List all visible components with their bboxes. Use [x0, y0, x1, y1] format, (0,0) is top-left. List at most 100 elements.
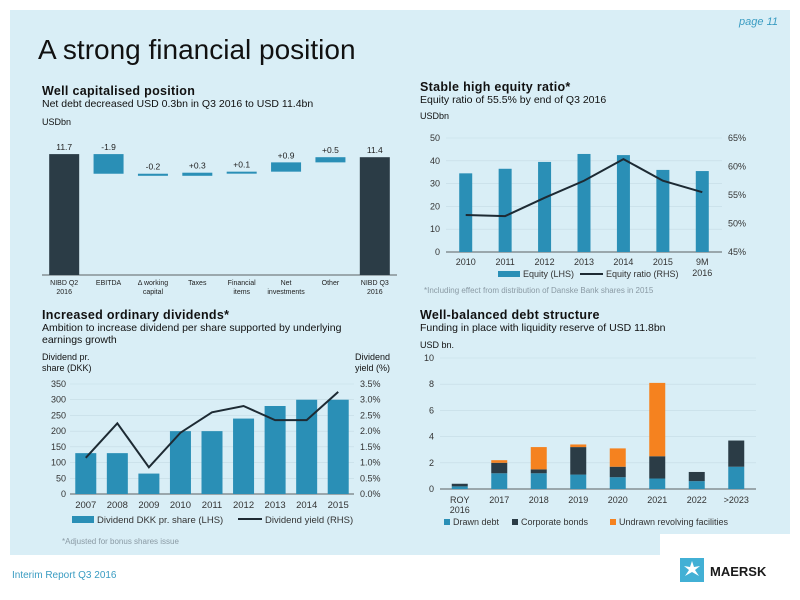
waterfall-bar	[271, 162, 302, 172]
waterfall-value-label: -0.2	[146, 162, 161, 172]
dividend-yield-line	[85, 391, 339, 469]
debt-bar-segment	[609, 466, 626, 478]
equity-xtick: 2014	[613, 257, 633, 267]
debt-bar-segment	[451, 486, 468, 489]
debt-legend-swatch	[512, 519, 518, 525]
dividend-bar	[264, 406, 286, 494]
debt-xtick: 2020	[608, 495, 628, 505]
waterfall-category-label: Taxes	[188, 280, 207, 287]
debt-bar-segment	[570, 447, 587, 475]
bl-title: Increased ordinary dividends*	[42, 308, 230, 322]
dividend-xtick: 2007	[75, 500, 96, 511]
dividend-xtick: 2012	[233, 500, 254, 511]
equity-ytick: 0	[435, 247, 440, 257]
debt-ytick: 0	[429, 484, 434, 494]
equity-y2tick: 45%	[728, 247, 746, 257]
dividend-y2tick: 1.0%	[360, 458, 381, 468]
debt-bar-segment	[451, 483, 468, 487]
waterfall-category-label: EBITDA	[96, 280, 122, 287]
waterfall-value-label: +0.5	[322, 145, 339, 155]
waterfall-value-label: +0.9	[278, 150, 295, 160]
debt-bar-segment	[570, 444, 587, 448]
dividend-bar	[169, 431, 191, 494]
debt-bar-segment	[688, 481, 705, 489]
waterfall-bar	[93, 154, 124, 174]
equity-bar	[656, 169, 670, 252]
debt-legend-swatch	[444, 519, 450, 525]
debt-bar-segment	[491, 473, 508, 489]
dividend-y2tick: 3.0%	[360, 395, 381, 405]
equity-ytick: 10	[430, 224, 440, 234]
debt-legend-label: Drawn debt	[453, 517, 500, 527]
debt-bar-segment	[609, 448, 626, 467]
dividend-xtick: 2010	[170, 500, 191, 511]
waterfall-chart: 11.7 NIBD Q2 2016 -1.9 EBITDA -0.2 Δ working ca…	[42, 142, 397, 296]
dividend-y2tick: 1.5%	[360, 442, 381, 452]
dividend-xtick: 2015	[328, 500, 349, 511]
dividend-bar	[75, 453, 97, 494]
equity-ytick: 50	[430, 133, 440, 143]
equity-xtick: 9M	[696, 257, 709, 267]
bl-note: *Adjusted for bonus shares issue	[62, 537, 179, 546]
waterfall-value-label: +0.1	[233, 160, 250, 170]
equity-legend-label: Equity ratio (RHS)	[606, 269, 679, 279]
waterfall-value-label: 11.7	[56, 142, 72, 152]
br-title: Well-balanced debt structure	[420, 308, 600, 322]
equity-xtick: 2012	[535, 257, 555, 267]
dividend-bar	[106, 453, 128, 494]
page-title: A strong financial position	[38, 34, 356, 65]
dividend-ytick: 100	[51, 458, 66, 468]
equity-bar	[459, 173, 473, 252]
br-subtitle: Funding in place with liquidity reserve …	[420, 322, 666, 334]
equity-bar	[498, 168, 512, 252]
debt-bar-segment	[491, 460, 508, 463]
dividend-xtick: 2011	[202, 500, 222, 511]
dividend-xtick: 2008	[107, 500, 128, 511]
waterfall-bar	[315, 157, 346, 163]
dividend-xtick: 2013	[265, 500, 286, 511]
waterfall-category-label: NIBD Q2	[50, 280, 78, 287]
tr-subtitle: Equity ratio of 55.5% by end of Q3 2016	[420, 94, 607, 106]
equity-y2tick: 65%	[728, 133, 746, 143]
debt-legend-label: Undrawn revolving facilities	[619, 517, 729, 527]
waterfall-category-label: Δ working	[138, 280, 168, 287]
debt-xtick: ROY	[450, 495, 470, 505]
debt-bar-segment	[530, 447, 547, 470]
dividend-ytick: 0	[61, 489, 66, 499]
debt-bar-segment	[649, 382, 666, 457]
tl-unit: USDbn	[42, 117, 72, 127]
debt-legend-label: Corporate bonds	[521, 517, 589, 527]
equity-y2tick: 60%	[728, 162, 746, 172]
tr-note: *Including effect from distribution of D…	[424, 286, 654, 295]
dividend-bar	[201, 431, 223, 494]
footer-text: Interim Report Q3 2016	[12, 570, 117, 581]
debt-ytick: 2	[429, 458, 434, 468]
debt-bar-segment	[688, 471, 705, 482]
page-number: page 11	[739, 16, 778, 28]
dividend-ytick: 300	[51, 395, 66, 405]
debt-xtick: 2016	[450, 505, 470, 515]
equity-xtick: 2016	[692, 268, 712, 278]
waterfall-category-label: items	[233, 289, 250, 296]
debt-bar-segment	[491, 462, 508, 474]
equity-xtick: 2015	[653, 257, 673, 267]
waterfall-category-label: 2016	[56, 289, 72, 296]
waterfall-category-label: Other	[322, 280, 340, 287]
bl-subtitle: Ambition to increase dividend per share …	[42, 322, 342, 346]
waterfall-category-label: 2016	[367, 289, 383, 296]
bottom-strip	[660, 534, 790, 556]
dividend-bar	[296, 399, 318, 494]
equity-xtick: 2011	[495, 257, 514, 267]
waterfall-value-label: 11.4	[367, 145, 383, 155]
tl-title: Well capitalised position	[42, 84, 196, 98]
equity-y2tick: 55%	[728, 190, 746, 200]
br-unit: USD bn.	[420, 340, 455, 350]
waterfall-bar	[49, 154, 80, 275]
star-icon	[684, 561, 700, 576]
equity-bar	[616, 155, 630, 252]
waterfall-value-label: -1.9	[101, 142, 116, 152]
debt-xtick: 2022	[687, 495, 707, 505]
bl-left-axis-title: Dividend pr. share (DKK)	[42, 352, 92, 373]
equity-bar	[538, 161, 552, 252]
